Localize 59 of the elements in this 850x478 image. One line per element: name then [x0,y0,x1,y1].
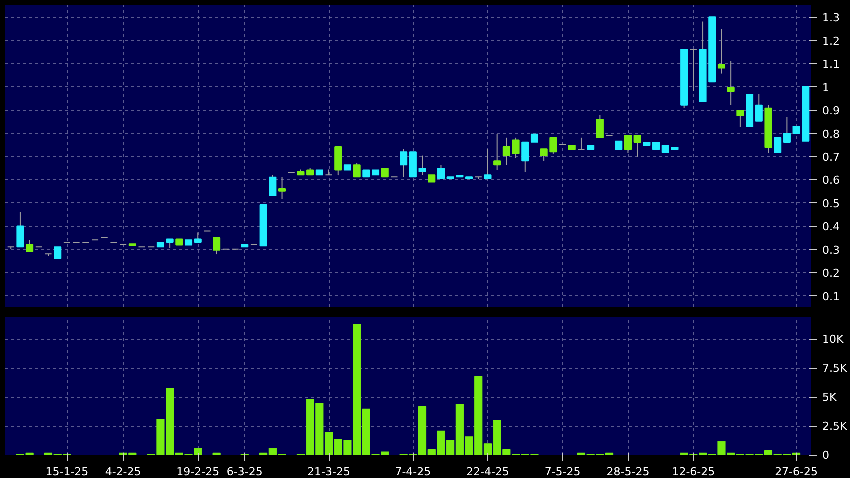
candlestick [437,164,445,180]
x-tick-label: 6-3-25 [226,466,263,478]
y-tick-label: 0.7 [822,151,840,164]
x-tick-label: 7-5-25 [544,466,581,478]
candlestick [269,174,277,196]
candlestick [783,116,791,144]
y-tick-label: 0.4 [822,220,840,234]
candlestick [522,142,530,173]
x-tick-label: 27-6-25 [775,466,818,478]
y-tick-label: 0.6 [822,174,840,188]
y-tick-label: 10K [822,333,844,346]
candlestick [418,155,426,176]
x-tick-label: 4-2-25 [105,466,142,478]
candlestick [353,162,361,178]
candlestick [634,135,642,158]
y-tick-label: 1.2 [822,34,840,48]
y-tick-label: 0.2 [822,267,840,280]
candlestick [578,137,586,150]
y-tick-label: 0.5 [822,197,840,210]
y-tick-label: 0.1 [822,290,840,304]
candlestick [755,94,763,122]
x-tick-label: 28-5-25 [606,466,650,478]
candlestick [512,137,520,159]
x-tick-label: 22-4-25 [466,466,510,478]
candlestick [278,176,286,200]
candlestick [727,60,735,106]
candlestick [26,240,34,252]
candlestick [474,176,482,180]
y-tick-label: 1 [822,81,830,94]
y-tick-label: 5K [822,391,838,404]
candlestick [502,137,510,166]
y-tick-label: 7.5K [822,362,848,376]
candlestick [736,110,744,128]
candlestick [334,146,342,176]
y-tick-label: 1.1 [822,58,840,72]
candlestick [624,135,632,154]
x-tick-label: 15-1-25 [46,466,89,478]
candlestick [54,246,62,260]
candlestick [596,114,604,138]
candlestick [484,148,492,180]
y-tick-label: 0.3 [822,244,840,257]
candlestick [718,28,726,74]
x-tick-label: 7-4-25 [395,466,432,478]
x-tick-label: 12-6-25 [672,466,716,478]
y-tick-label: 2.5K [822,420,848,434]
candlestick [325,169,333,176]
y-tick-label: 0 [822,449,830,462]
x-tick-label: 19-2-25 [176,466,220,478]
x-tick-label: 21-3-25 [308,466,350,478]
candlestick [690,49,698,92]
candlestick [213,238,221,256]
y-tick-label: 0.8 [822,128,840,141]
candlestick [16,212,24,248]
candlestick [774,137,782,154]
y-tick-label: 0.9 [822,104,840,118]
y-tick-label: 1.3 [822,12,840,25]
candlestick [494,134,502,171]
candlestick [194,232,202,243]
candlestick [400,148,408,178]
